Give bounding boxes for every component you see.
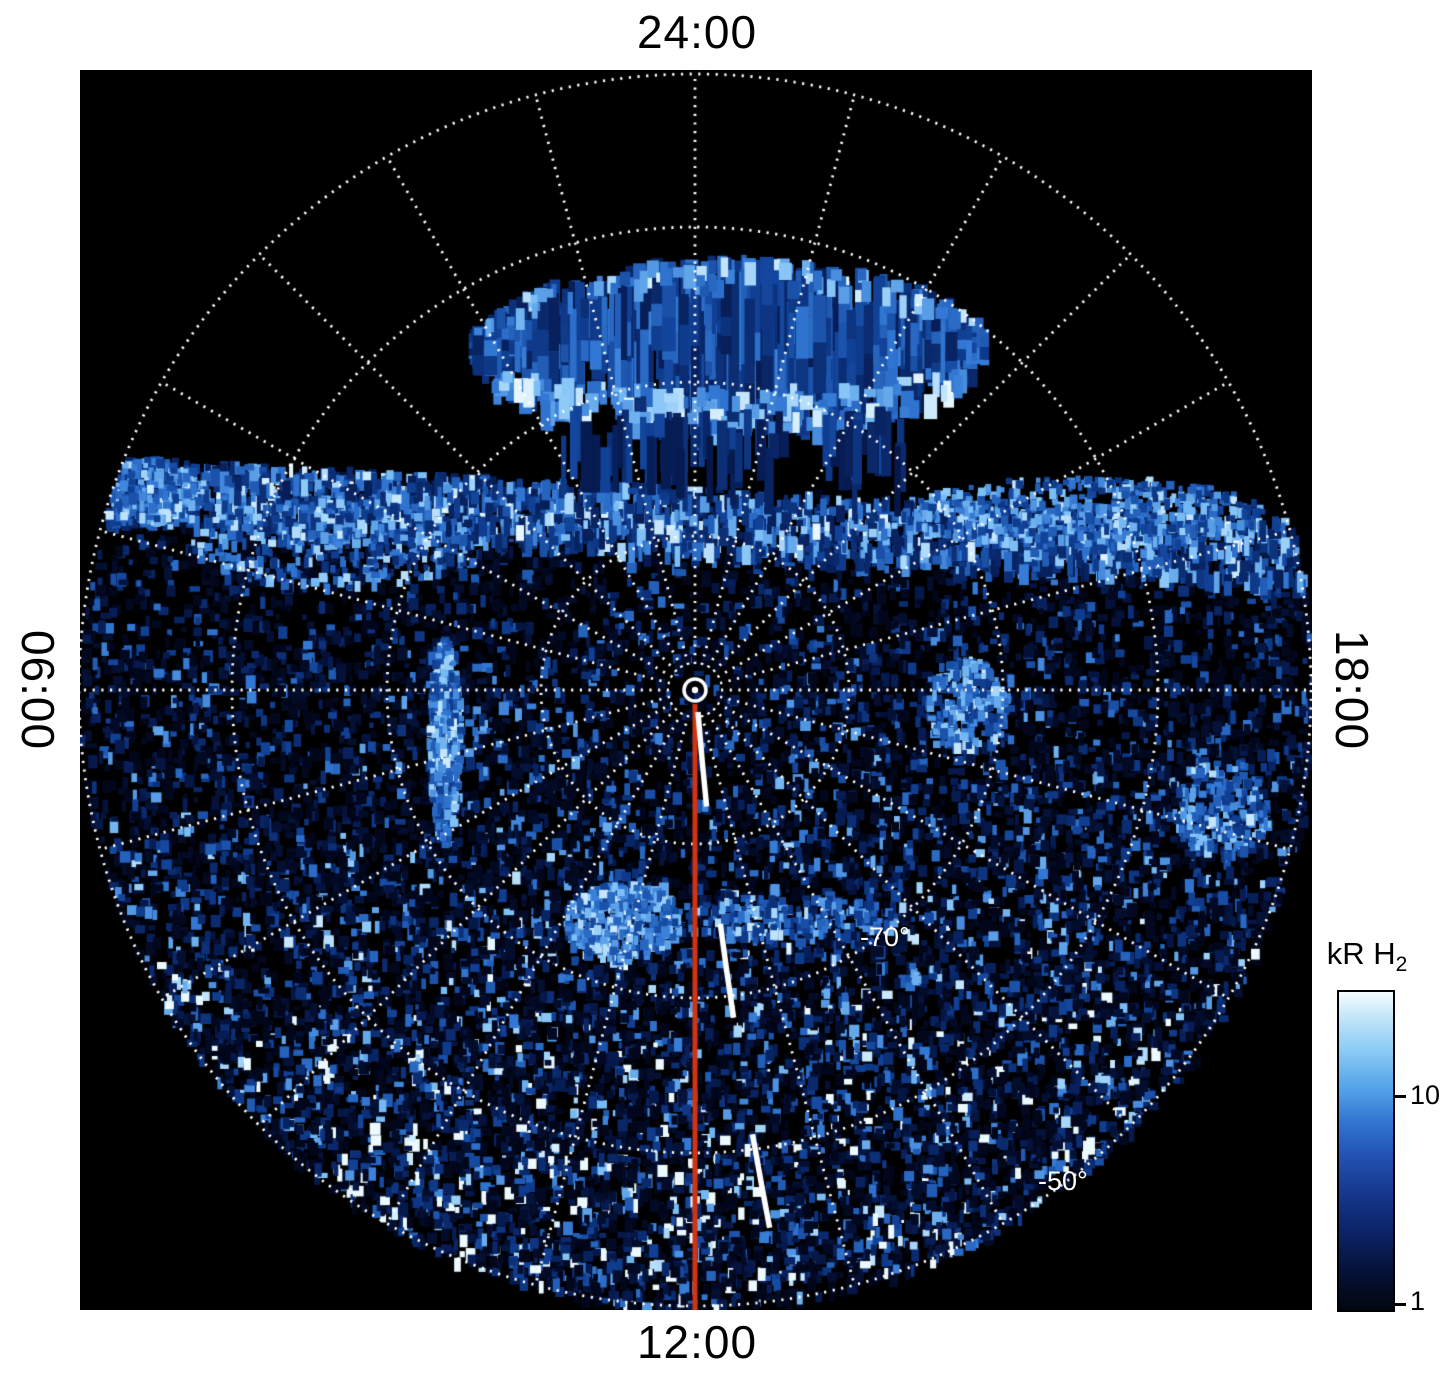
polar-plot-area: -70° -50° (80, 70, 1312, 1310)
latitude-label-50: -50° (1038, 1166, 1088, 1196)
hour-label-0600: 06:00 (12, 629, 64, 751)
latitude-label-70: -70° (860, 922, 910, 952)
hour-label-2400: 24:00 (636, 6, 758, 58)
polar-heatmap-canvas (80, 70, 1312, 1310)
colorbar-tick-label-10: 10 (1410, 1080, 1441, 1110)
hour-label-1200: 12:00 (636, 1316, 758, 1368)
colorbar-tick-label-1: 1 (1410, 1286, 1426, 1316)
hour-label-1800: 18:00 (1326, 629, 1378, 751)
colorbar-title: kR H2 (1312, 936, 1422, 977)
colorbar-title-main: kR H (1326, 936, 1396, 971)
colorbar-tick-10 (1395, 1095, 1406, 1098)
colorbar-gradient (1337, 990, 1395, 1312)
colorbar-title-subscript: 2 (1395, 953, 1408, 977)
colorbar-tick-1 (1395, 1303, 1406, 1306)
